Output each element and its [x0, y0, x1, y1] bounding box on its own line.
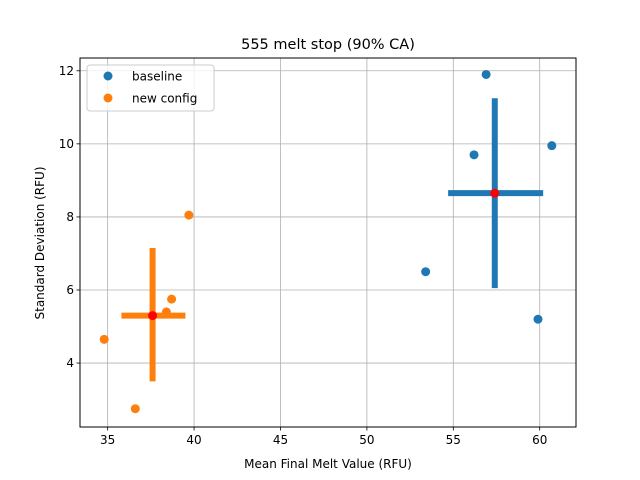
- x-tick-label: 60: [532, 433, 547, 447]
- point-baseline: [421, 267, 431, 277]
- mean-marker-baseline: [490, 188, 500, 198]
- y-tick-label: 12: [59, 64, 74, 78]
- x-axis-ticks: 35 40 45 50 55 60: [100, 427, 547, 447]
- point-baseline: [481, 69, 491, 79]
- legend-marker: [103, 71, 113, 81]
- x-tick-label: 40: [186, 433, 201, 447]
- x-tick-label: 50: [359, 433, 374, 447]
- point-baseline: [547, 141, 557, 151]
- mean-marker-new-config: [148, 311, 158, 321]
- y-axis-ticks: 4 6 8 10 12: [59, 64, 80, 370]
- mean-markers: [148, 188, 500, 321]
- chart-title: 555 melt stop (90% CA): [241, 37, 415, 53]
- point-new-config: [161, 307, 171, 317]
- data-points: [99, 69, 557, 414]
- legend-box: [86, 64, 215, 112]
- legend-label: baseline: [132, 70, 182, 84]
- y-axis-label: Standard Deviation (RFU): [33, 166, 47, 319]
- legend-label: new config: [132, 92, 197, 106]
- point-new-config: [130, 404, 140, 414]
- point-new-config: [167, 294, 177, 304]
- x-axis-label: Mean Final Melt Value (RFU): [244, 457, 412, 471]
- legend: baseline new config: [86, 64, 215, 112]
- plot-frame: [79, 57, 577, 428]
- point-baseline: [533, 314, 543, 324]
- legend-marker: [103, 93, 113, 103]
- x-tick-label: 45: [273, 433, 288, 447]
- point-new-config: [99, 334, 109, 344]
- y-tick-label: 8: [66, 210, 74, 224]
- x-tick-label: 55: [446, 433, 461, 447]
- y-tick-label: 6: [66, 283, 74, 297]
- point-new-config: [184, 210, 194, 220]
- x-tick-label: 35: [100, 433, 115, 447]
- point-baseline: [469, 150, 479, 160]
- y-tick-label: 4: [66, 356, 74, 370]
- y-tick-label: 10: [59, 137, 74, 151]
